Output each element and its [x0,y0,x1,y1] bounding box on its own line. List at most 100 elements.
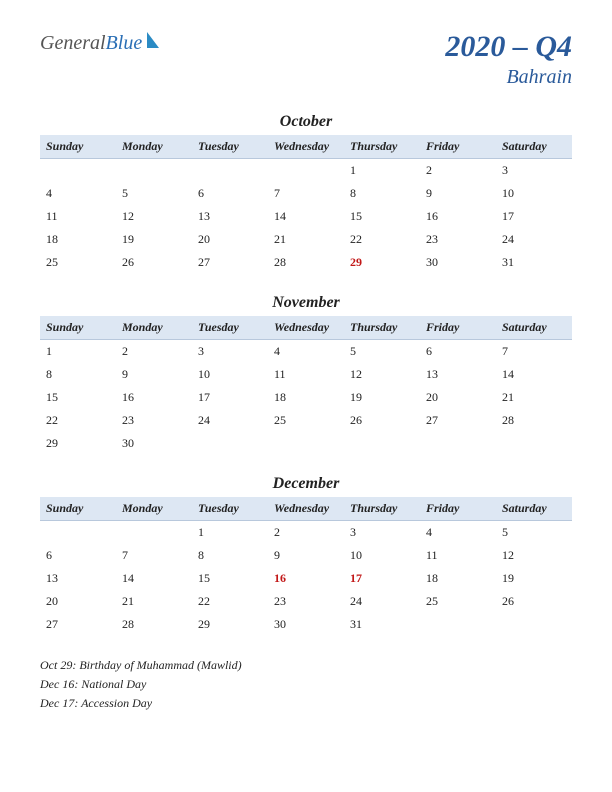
day-header: Wednesday [268,316,344,340]
day-cell: 10 [192,363,268,386]
day-cell: 8 [40,363,116,386]
day-cell [268,432,344,455]
table-row: 123 [40,159,572,183]
day-cell: 9 [420,182,496,205]
day-cell: 14 [116,567,192,590]
page-title: 2020 – Q4 [445,30,572,64]
day-cell: 3 [496,159,572,183]
day-cell: 13 [40,567,116,590]
day-cell: 27 [192,251,268,274]
logo-text-2: Blue [106,32,143,55]
day-cell: 11 [268,363,344,386]
title-block: 2020 – Q4 Bahrain [445,30,572,89]
day-cell: 5 [116,182,192,205]
day-cell: 13 [192,205,268,228]
day-cell: 13 [420,363,496,386]
day-cell: 19 [496,567,572,590]
day-cell: 23 [268,590,344,613]
table-row: 15161718192021 [40,386,572,409]
day-cell: 15 [192,567,268,590]
month-name: October [40,113,572,131]
day-cell: 7 [116,544,192,567]
day-cell: 14 [496,363,572,386]
table-row: 25262728293031 [40,251,572,274]
day-cell: 28 [268,251,344,274]
day-cell [268,159,344,183]
day-cell: 31 [344,613,420,636]
day-cell [420,613,496,636]
holiday-list: Oct 29: Birthday of Muhammad (Mawlid) Dec… [40,656,572,714]
day-cell: 18 [40,228,116,251]
month-block: NovemberSundayMondayTuesdayWednesdayThur… [40,294,572,455]
day-cell: 20 [40,590,116,613]
day-cell: 10 [344,544,420,567]
table-row: 22232425262728 [40,409,572,432]
day-header: Wednesday [268,497,344,521]
day-header: Wednesday [268,135,344,159]
day-cell [420,432,496,455]
day-cell: 25 [268,409,344,432]
day-cell: 27 [40,613,116,636]
day-header: Monday [116,316,192,340]
table-row: 18192021222324 [40,228,572,251]
logo: GeneralBlue [40,30,163,56]
day-header: Monday [116,497,192,521]
day-cell: 2 [420,159,496,183]
calendar-table: SundayMondayTuesdayWednesdayThursdayFrid… [40,316,572,455]
day-header: Thursday [344,316,420,340]
day-cell: 16 [268,567,344,590]
day-cell: 11 [40,205,116,228]
day-cell [192,159,268,183]
day-header: Sunday [40,316,116,340]
day-cell: 9 [116,363,192,386]
table-row: 891011121314 [40,363,572,386]
day-header: Tuesday [192,135,268,159]
day-cell: 6 [192,182,268,205]
day-cell: 14 [268,205,344,228]
day-cell: 7 [496,340,572,364]
day-cell: 29 [192,613,268,636]
day-cell: 12 [496,544,572,567]
day-cell: 27 [420,409,496,432]
day-cell: 10 [496,182,572,205]
day-cell: 22 [40,409,116,432]
day-cell: 23 [116,409,192,432]
table-row: 6789101112 [40,544,572,567]
day-header: Sunday [40,497,116,521]
day-cell [40,159,116,183]
day-header: Thursday [344,497,420,521]
day-cell: 28 [116,613,192,636]
day-header: Saturday [496,316,572,340]
day-cell: 26 [496,590,572,613]
day-cell: 22 [344,228,420,251]
day-header: Thursday [344,135,420,159]
logo-text-1: General [40,32,106,55]
day-cell: 8 [344,182,420,205]
logo-sail-icon [145,30,163,56]
day-header: Saturday [496,135,572,159]
day-cell: 30 [420,251,496,274]
day-header: Tuesday [192,316,268,340]
day-cell: 19 [116,228,192,251]
day-cell [344,432,420,455]
month-block: DecemberSundayMondayTuesdayWednesdayThur… [40,475,572,636]
day-cell: 15 [40,386,116,409]
day-cell: 3 [192,340,268,364]
day-cell [496,432,572,455]
day-cell: 24 [344,590,420,613]
holiday-entry: Oct 29: Birthday of Muhammad (Mawlid) [40,656,572,675]
day-cell: 16 [420,205,496,228]
day-cell: 4 [40,182,116,205]
day-cell [496,613,572,636]
day-cell: 4 [268,340,344,364]
table-row: 13141516171819 [40,567,572,590]
holiday-entry: Dec 17: Accession Day [40,694,572,713]
day-cell: 5 [344,340,420,364]
day-cell: 12 [344,363,420,386]
day-cell: 21 [268,228,344,251]
day-cell: 5 [496,521,572,545]
day-cell [40,521,116,545]
day-cell: 29 [40,432,116,455]
day-cell: 22 [192,590,268,613]
day-cell: 9 [268,544,344,567]
